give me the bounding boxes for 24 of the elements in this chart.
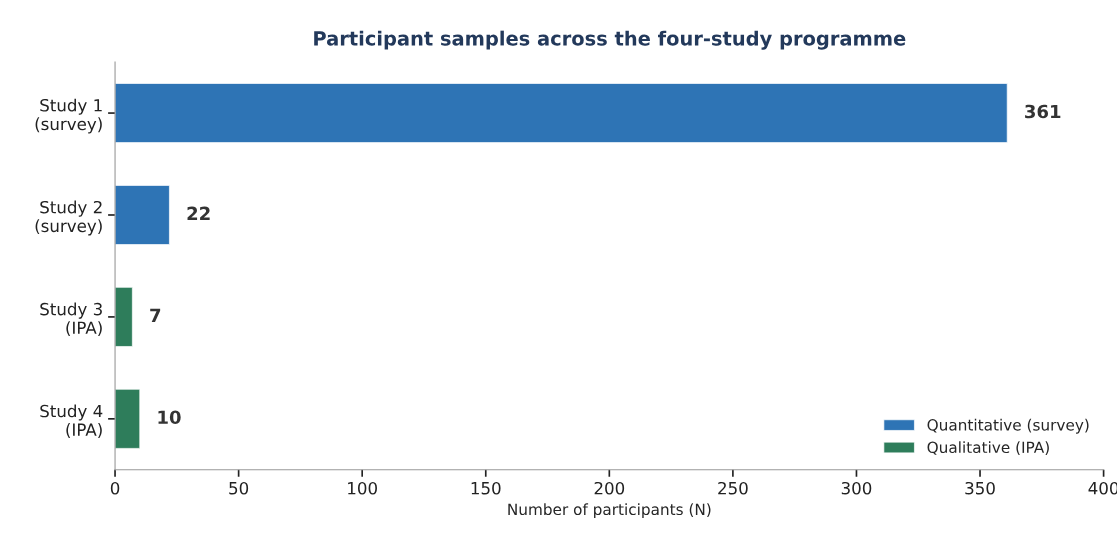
data-label: 22 [187, 206, 210, 220]
y-tick-label: Study 4 (IPA) [40, 404, 103, 438]
bar [115, 388, 141, 449]
x-tick-label: 250 [718, 481, 748, 495]
x-tick-label: 50 [229, 481, 249, 495]
x-tick-label: 150 [471, 481, 501, 495]
x-tick-label: 0 [110, 481, 120, 495]
x-tick-label: 350 [965, 481, 995, 495]
chart-title: Participant samples across the four-study programme [314, 30, 906, 50]
x-tick-label: 200 [594, 481, 625, 495]
y-tick-label: Study 2 (survey) [35, 200, 102, 236]
x-axis-title: Number of participants (N) [508, 503, 711, 519]
x-tick-label: 300 [841, 481, 872, 495]
y-tick-label: Study 3 (IPA) [40, 302, 102, 337]
legend-label: Quantitative (survey) [927, 418, 1089, 434]
y-tick-label: Study 1 (survey) [35, 98, 102, 134]
bar [115, 83, 1008, 143]
x-tick-label: 100 [348, 481, 377, 495]
bar [115, 287, 133, 347]
data-label: 10 [158, 410, 181, 425]
data-label: 361 [1025, 104, 1061, 119]
data-label: 7 [150, 308, 161, 322]
legend-label: Qualitative (IPA) [927, 441, 1049, 455]
bar [115, 185, 170, 245]
